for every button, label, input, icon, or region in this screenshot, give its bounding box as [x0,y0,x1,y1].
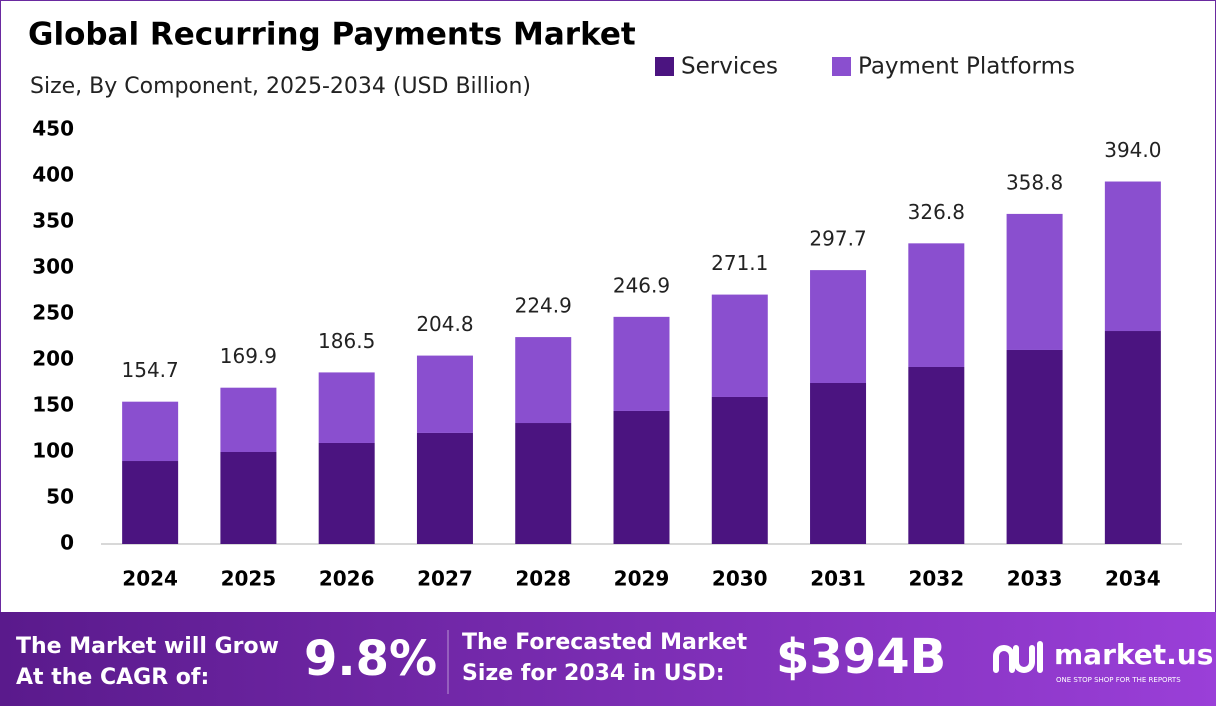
x-tick-label: 2028 [515,567,571,591]
total-label: 394.0 [1104,138,1161,162]
bar-segment [1006,213,1063,350]
y-tick-label: 450 [32,117,74,141]
cagr-text: At the CAGR of: [16,665,209,690]
y-tick-label: 100 [32,439,74,463]
x-tick-label: 2025 [221,567,277,591]
bar-segment [908,366,965,544]
x-tick-label: 2033 [1007,567,1063,591]
x-tick-label: 2032 [908,567,964,591]
x-tick-label: 2029 [614,567,670,591]
y-tick-label: 0 [60,531,74,555]
bar-segment [711,294,768,397]
total-label: 204.8 [416,312,473,336]
bar-segment [515,337,572,424]
x-tick-label: 2030 [712,567,768,591]
x-tick-label: 2026 [319,567,375,591]
bar-segment [318,442,375,544]
cagr-value: 9.8% [304,631,437,687]
total-label: 224.9 [515,294,572,318]
logo-tagline: ONE STOP SHOP FOR THE REPORTS [1056,676,1181,684]
x-tick-label: 2031 [810,567,866,591]
x-tick-label: 2034 [1105,567,1161,591]
y-tick-label: 150 [32,393,74,417]
total-label: 186.5 [318,329,375,353]
cagr-text: The Market will Grow [16,634,279,659]
total-label: 246.9 [613,273,670,297]
y-tick-label: 300 [32,255,74,279]
forecast-text: Size for 2034 in USD: [462,661,725,686]
bar-segment [416,432,473,544]
legend-label: Services [681,54,778,80]
legend-swatch [832,57,851,76]
x-tick-label: 2024 [122,567,178,591]
bar-segment [613,410,670,544]
chart-subtitle: Size, By Component, 2025-2034 (USD Billi… [30,74,531,99]
x-tick-label: 2027 [417,567,473,591]
logo: market.us [1054,638,1213,671]
bar-segment [515,423,572,544]
logo-icon [993,641,1043,673]
total-label: 326.8 [908,200,965,224]
bar-segment [122,401,179,462]
y-tick-label: 50 [46,485,74,509]
bar-segment [220,387,277,452]
bar-segment [1104,331,1161,544]
bar-segment [613,316,670,411]
bar-segment [810,383,867,544]
y-tick-label: 400 [32,163,74,187]
bar-segment [122,461,179,544]
legend-swatch [655,57,674,76]
total-label: 358.8 [1006,170,1063,194]
bar-segment [220,452,277,544]
total-label: 154.7 [122,358,179,382]
bar-segment [908,243,965,367]
bar-segment [318,372,375,443]
bar-segment [810,270,867,383]
bar-segment [711,396,768,544]
total-label: 169.9 [220,344,277,368]
bar-segment [416,355,473,433]
y-tick-label: 250 [32,301,74,325]
total-label: 297.7 [809,227,866,251]
total-label: 271.1 [711,251,768,275]
chart-title: Global Recurring Payments Market [28,17,636,53]
forecast-text: The Forecasted Market [462,630,748,655]
y-tick-label: 350 [32,209,74,233]
legend-label: Payment Platforms [858,54,1075,80]
bar-segment [1104,181,1161,332]
y-tick-label: 200 [32,347,74,371]
bar-segment [1006,349,1063,544]
forecast-value: $394B [776,629,946,685]
